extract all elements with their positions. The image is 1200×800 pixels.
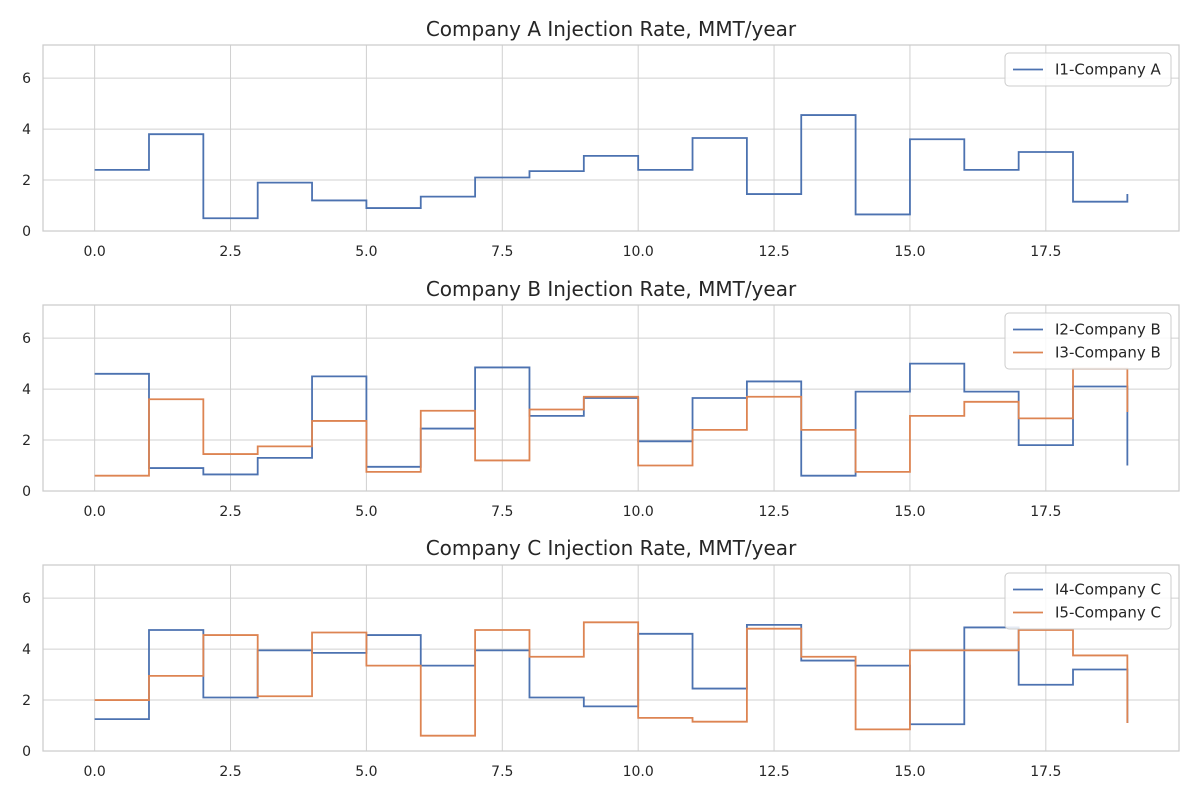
legend: I2-Company B I3-Company B [1004, 312, 1172, 370]
x-tick-label: 17.5 [1030, 244, 1061, 260]
y-tick-label: 0 [22, 484, 31, 500]
x-tick-label: 12.5 [758, 504, 789, 520]
x-tick-label: 17.5 [1030, 764, 1061, 780]
y-tick-label: 6 [22, 331, 31, 347]
legend-label: I5-Company C [1055, 604, 1161, 622]
x-tick-label: 15.0 [894, 244, 925, 260]
y-tick-label: 4 [22, 382, 31, 398]
x-tick-label: 12.5 [758, 244, 789, 260]
y-tick-label: 0 [22, 224, 31, 240]
subplot-1: 0.0 2.5 5.0 7.5 10.0 12.5 15.0 17.5 0 2 4 6 Company … [22, 17, 1180, 260]
chart-title: Company A Injection Rate, MMT/year [426, 17, 797, 41]
x-tick-label: 12.5 [758, 764, 789, 780]
x-tick-label: 0.0 [84, 504, 106, 520]
chart-title: Company C Injection Rate, MMT/year [426, 536, 797, 560]
legend: I1-Company A [1004, 52, 1172, 87]
x-tick-label: 10.0 [623, 504, 654, 520]
legend-label: I4-Company C [1055, 581, 1161, 599]
x-tick-label: 2.5 [219, 244, 241, 260]
x-tick-label: 10.0 [623, 244, 654, 260]
legend-box [1004, 52, 1172, 87]
x-tick-label: 7.5 [491, 244, 513, 260]
x-tick-label: 5.0 [355, 244, 377, 260]
x-tick-label: 10.0 [623, 764, 654, 780]
y-tick-label: 0 [22, 744, 31, 760]
chart-title: Company B Injection Rate, MMT/year [426, 277, 797, 301]
legend-label: I1-Company A [1055, 61, 1162, 79]
x-tick-label: 17.5 [1030, 504, 1061, 520]
subplot-3: 0.0 2.5 5.0 7.5 10.0 12.5 15.0 17.5 0 2 4 6 Company … [22, 536, 1180, 780]
y-tick-label: 4 [22, 122, 31, 138]
x-tick-label: 0.0 [84, 244, 106, 260]
y-tick-label: 2 [22, 173, 31, 189]
x-tick-label: 15.0 [894, 504, 925, 520]
y-tick-label: 4 [22, 642, 31, 658]
series-line-i3-company-b [94, 367, 1129, 477]
axes-frame [42, 304, 1180, 492]
y-tick-label: 2 [22, 433, 31, 449]
x-tick-label: 15.0 [894, 764, 925, 780]
legend-box [1004, 572, 1172, 630]
subplot-2: 0.0 2.5 5.0 7.5 10.0 12.5 15.0 17.5 0 2 4 6 Company … [22, 277, 1180, 520]
series-line-i4-company-c [94, 623, 1129, 726]
axes-frame [42, 44, 1180, 232]
legend-label: I2-Company B [1055, 321, 1161, 339]
legend-box [1004, 312, 1172, 370]
x-tick-label: 2.5 [219, 764, 241, 780]
x-tick-label: 5.0 [355, 504, 377, 520]
series-line-i2-company-b [94, 362, 1129, 477]
y-tick-label: 6 [22, 591, 31, 607]
x-tick-label: 7.5 [491, 504, 513, 520]
x-tick-label: 7.5 [491, 764, 513, 780]
legend: I4-Company C I5-Company C [1004, 572, 1172, 630]
y-tick-label: 6 [22, 71, 31, 87]
x-tick-label: 5.0 [355, 764, 377, 780]
series-line-i5-company-c [94, 621, 1129, 737]
axes-frame [42, 564, 1180, 752]
x-tick-label: 2.5 [219, 504, 241, 520]
y-tick-label: 2 [22, 693, 31, 709]
legend-label: I3-Company B [1055, 344, 1161, 362]
series-line-i1-company-a [94, 114, 1129, 220]
x-tick-label: 0.0 [84, 764, 106, 780]
